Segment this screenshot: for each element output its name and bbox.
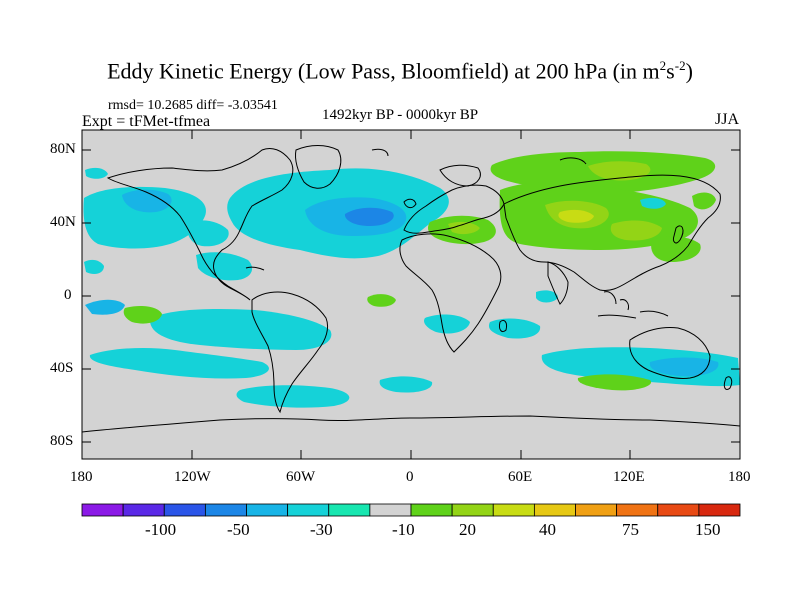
colorbar-label: 40 bbox=[539, 520, 556, 539]
lat-label-40s: 40S bbox=[50, 360, 74, 376]
colorbar-label: -10 bbox=[392, 520, 415, 539]
colorbar-swatch bbox=[204, 503, 247, 517]
colorbar-swatch bbox=[451, 503, 494, 517]
colorbar-swatch bbox=[616, 503, 659, 517]
colorbar-label: 75 bbox=[622, 520, 639, 539]
colorbar-swatch bbox=[492, 503, 535, 517]
lat-label-80n: 80N bbox=[50, 141, 76, 157]
season-label: JJA bbox=[715, 111, 740, 128]
plot-title: Eddy Kinetic Energy (Low Pass, Bloomfiel… bbox=[107, 58, 693, 84]
colorbar-swatch bbox=[328, 503, 371, 517]
colorbar bbox=[81, 503, 741, 517]
lon-label-120e: 120E bbox=[613, 469, 645, 485]
axis-ticks bbox=[82, 130, 740, 459]
colorbar-label: 150 bbox=[695, 520, 721, 539]
lat-label-0: 0 bbox=[64, 287, 72, 303]
colorbar-swatch bbox=[122, 503, 165, 517]
lat-label-40n: 40N bbox=[50, 214, 76, 230]
colorbar-label: -30 bbox=[310, 520, 333, 539]
colorbar-swatch bbox=[287, 503, 330, 517]
lon-label-120w: 120W bbox=[174, 469, 211, 485]
colorbar-swatch bbox=[410, 503, 453, 517]
lon-label-0: 0 bbox=[406, 469, 414, 485]
colorbar-swatch bbox=[698, 503, 741, 517]
colorbar-swatch bbox=[246, 503, 289, 517]
lon-label-180e: 180 bbox=[728, 469, 751, 485]
colorbar-swatch bbox=[163, 503, 206, 517]
colorbar-swatch bbox=[575, 503, 618, 517]
period-label: 1492kyr BP - 0000kyr BP bbox=[322, 107, 479, 123]
stats-label: rmsd= 10.2685 diff= -3.03541 bbox=[108, 98, 278, 113]
colorbar-swatch bbox=[369, 503, 412, 517]
colorbar-label: -50 bbox=[227, 520, 250, 539]
colorbar-swatch bbox=[533, 503, 576, 517]
colorbar-swatch bbox=[657, 503, 700, 517]
lon-label-180w: 180 bbox=[70, 469, 93, 485]
coastlines bbox=[82, 145, 740, 433]
lon-label-60e: 60E bbox=[508, 469, 533, 485]
colorbar-label: -100 bbox=[145, 520, 177, 539]
colorbar-swatch bbox=[81, 503, 124, 517]
experiment-label: Expt = tFMet-tfmea bbox=[82, 113, 211, 130]
field-contours bbox=[83, 151, 740, 408]
colorbar-label: 20 bbox=[459, 520, 476, 539]
lat-label-80s: 80S bbox=[50, 433, 74, 449]
lon-label-60w: 60W bbox=[286, 469, 316, 485]
